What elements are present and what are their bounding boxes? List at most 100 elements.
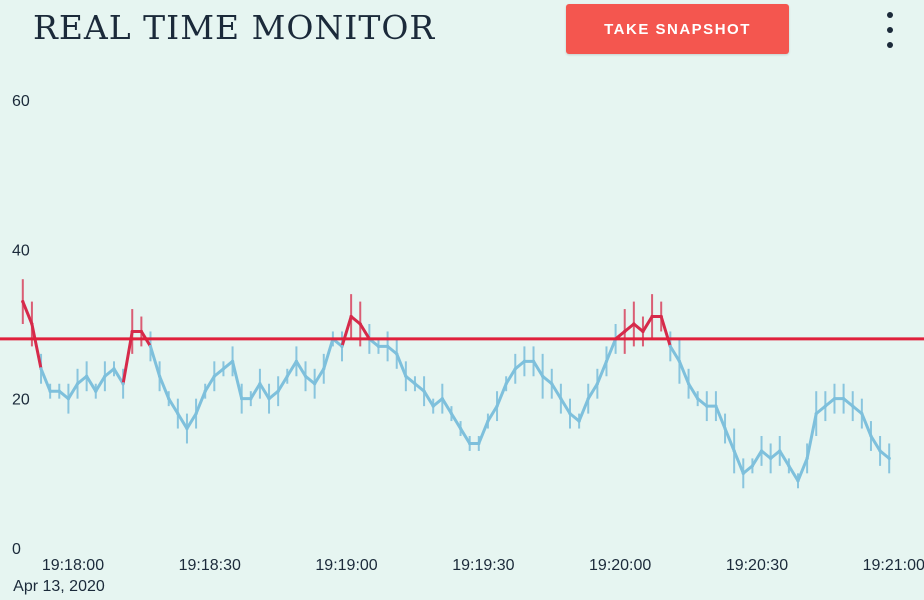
- series-segment: [869, 434, 882, 453]
- y-tick-label: 20: [12, 392, 30, 409]
- series-segment: [796, 456, 809, 483]
- data-point: [559, 397, 563, 401]
- data-point: [185, 426, 189, 431]
- data-point: [814, 412, 818, 416]
- x-tick-label: 19:20:30: [726, 557, 788, 574]
- x-tick-label: 19:19:30: [452, 557, 514, 574]
- y-tick-label: 0: [12, 541, 21, 558]
- series-segment: [750, 449, 764, 468]
- data-point: [677, 359, 682, 363]
- series-segment: [85, 374, 98, 393]
- series-segment: [641, 315, 654, 333]
- data-point: [249, 397, 253, 401]
- data-point: [203, 389, 207, 393]
- series-segment: [805, 412, 818, 460]
- take-snapshot-button[interactable]: TAKE SNAPSHOT: [566, 4, 789, 54]
- menu-dot: [887, 27, 893, 33]
- series-segment: [659, 315, 672, 348]
- data-point: [449, 412, 454, 416]
- vertical-dots-icon[interactable]: [876, 10, 904, 50]
- data-point: [887, 456, 891, 460]
- data-point: [340, 344, 344, 348]
- data-point: [522, 359, 527, 363]
- series-segment: [349, 315, 362, 326]
- series-segment: [148, 344, 162, 378]
- series-segment: [550, 382, 563, 401]
- data-point: [212, 374, 216, 378]
- x-tick-label: 19:19:00: [315, 557, 377, 574]
- series-segment: [769, 449, 782, 460]
- series-segment: [267, 389, 280, 401]
- data-point: [276, 389, 280, 393]
- data-point: [112, 367, 116, 371]
- series-segment: [632, 322, 645, 333]
- series-segment: [413, 382, 426, 393]
- data-point: [513, 367, 517, 371]
- series-segment: [513, 359, 526, 371]
- series-segment: [741, 464, 754, 475]
- data-point: [577, 419, 581, 423]
- data-point: [696, 397, 700, 401]
- series-segment: [285, 359, 298, 378]
- series-segment: [477, 419, 490, 445]
- data-point: [723, 426, 727, 431]
- series-segment: [851, 404, 864, 416]
- data-point: [395, 352, 399, 356]
- series-segment: [568, 412, 581, 423]
- data-point: [240, 397, 244, 401]
- page-title: REAL TIME MONITOR: [33, 8, 436, 47]
- series-segment: [176, 412, 189, 431]
- data-point: [468, 441, 472, 446]
- data-point: [303, 374, 308, 378]
- data-point: [778, 449, 782, 453]
- series-segment: [440, 397, 453, 416]
- series-segment: [778, 449, 791, 468]
- data-point: [504, 382, 508, 386]
- series-segment: [532, 359, 545, 378]
- data-point: [842, 397, 846, 401]
- data-point: [413, 382, 417, 386]
- data-point: [759, 449, 764, 453]
- series-segment: [623, 322, 636, 333]
- data-point: [632, 322, 636, 326]
- data-point: [85, 374, 89, 378]
- data-point: [230, 359, 235, 363]
- series-segment: [340, 315, 353, 348]
- series-segment: [823, 397, 836, 408]
- data-point: [158, 374, 162, 378]
- menu-dot: [887, 42, 893, 48]
- y-tick-label: 40: [12, 242, 30, 259]
- data-point: [294, 359, 298, 363]
- series-segment: [495, 382, 508, 408]
- series-segment: [66, 382, 80, 401]
- data-point: [541, 374, 545, 378]
- series-segment: [459, 427, 472, 445]
- data-point: [94, 389, 98, 393]
- data-point: [705, 404, 709, 408]
- data-point: [130, 329, 134, 334]
- series-lines: [21, 300, 891, 483]
- data-point: [440, 397, 444, 401]
- series-segment: [231, 359, 244, 401]
- data-point: [30, 322, 34, 326]
- data-point: [57, 389, 61, 393]
- series-segment: [304, 374, 317, 386]
- data-point: [832, 397, 837, 401]
- data-point: [750, 464, 755, 468]
- data-point: [550, 382, 554, 386]
- data-point: [21, 300, 25, 304]
- series-segment: [194, 389, 207, 416]
- series-segment: [486, 404, 499, 423]
- series-segment: [103, 367, 116, 378]
- data-point: [641, 329, 645, 334]
- series-segment: [212, 367, 225, 378]
- data-point: [668, 344, 672, 348]
- data-point: [531, 359, 536, 363]
- data-point: [148, 344, 153, 348]
- series-segment: [21, 300, 34, 326]
- series-segment: [559, 397, 572, 416]
- data-point: [586, 397, 590, 401]
- data-point: [458, 426, 463, 431]
- data-point: [878, 449, 882, 453]
- data-point: [769, 456, 773, 460]
